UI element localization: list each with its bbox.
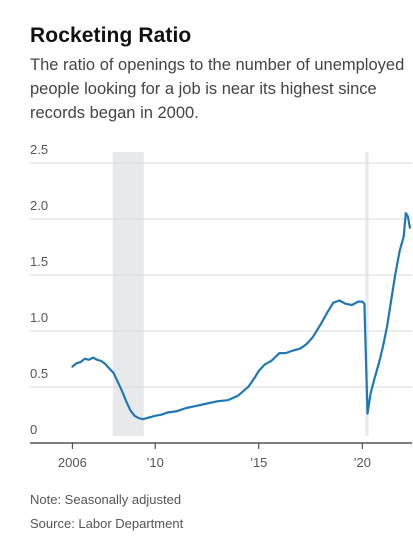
x-tick-label: ’15 [250,455,267,470]
y-tick-label: 0 [30,422,37,437]
recession-band-0 [112,152,144,436]
series-lines [71,212,411,421]
y-tick-label: 2.5 [30,142,48,157]
y-tick-label: 1.5 [30,254,48,269]
chart-source: Source: Labor Department [30,516,184,531]
recession-shading [112,152,369,436]
x-tick-label: 2006 [58,455,87,470]
chart-title: Rocketing Ratio [30,24,192,47]
x-axis: 2006 ’10 ’15 ’20 [30,442,412,470]
x-tick-label: ’20 [354,455,371,470]
series-line-0 [71,212,411,421]
chart-note: Note: Seasonally adjusted [30,492,182,507]
y-tick-label: 1.0 [30,310,48,325]
recession-band-1 [365,152,369,436]
x-tick-label: ’10 [147,455,164,470]
y-tick-label: 2.0 [30,198,48,213]
gridlines [30,162,412,388]
chart-subtitle: The ratio of openings to the number of u… [30,56,405,122]
y-axis-ticks: 0 0.5 1.0 1.5 2.0 2.5 [30,142,48,437]
y-tick-label: 0.5 [30,366,48,381]
